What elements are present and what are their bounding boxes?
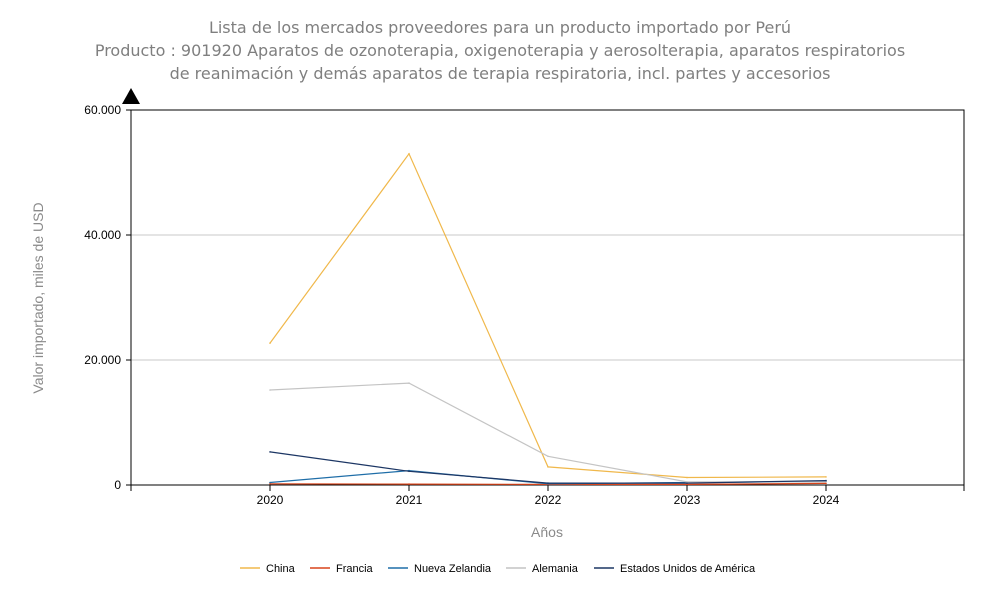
- data-point-alemania: [547, 455, 549, 458]
- axes: 0 20.000 40.000 60.000 2020 2021 2022 2023 2024: [84, 88, 965, 507]
- chart-title: Lista de los mercados proveedores para u…: [0, 16, 1000, 85]
- data-point-china: [547, 466, 549, 468]
- grid-lines: [131, 234, 964, 361]
- data-point-china: [825, 476, 827, 478]
- data-point-estados-unidos-de-america: [408, 470, 410, 473]
- plot-area: [130, 109, 965, 486]
- legend-label-alemania: Alemania: [532, 563, 579, 575]
- series-line-china: [269, 152, 827, 479]
- data-point-francia: [686, 483, 688, 486]
- legend-label-francia: Francia: [336, 563, 374, 575]
- x-tick-label: 2021: [396, 493, 423, 507]
- data-point-francia: [269, 483, 271, 485]
- x-axis-title: Años: [531, 524, 563, 540]
- y-axis-title: Valor importado, miles de USD: [30, 202, 46, 393]
- y-axis-arrow: [122, 88, 140, 104]
- data-point-nueva-zelandia: [269, 481, 271, 484]
- data-point-china: [408, 153, 410, 155]
- legend-label-china: China: [266, 563, 296, 575]
- x-tick-label: 2022: [535, 493, 562, 507]
- data-point-alemania: [408, 382, 410, 384]
- data-point-china: [269, 342, 271, 344]
- chart-title-line-1: Lista de los mercados proveedores para u…: [208, 18, 792, 37]
- data-point-estados-unidos-de-america: [269, 451, 271, 453]
- x-tick-label: 2020: [257, 493, 284, 507]
- y-tick-label: 0: [114, 478, 121, 492]
- x-tick-label: 2023: [674, 493, 701, 507]
- chart-title-line-3: de reanimación y demás aparatos de terap…: [169, 64, 831, 83]
- data-point-estados-unidos-de-america: [547, 482, 549, 484]
- data-point-estados-unidos-de-america: [686, 482, 688, 484]
- legend-label-estados-unidos-de-america: Estados Unidos de América: [620, 563, 756, 575]
- x-tick-label: 2024: [813, 493, 840, 507]
- chart-title-line-2: Producto : 901920 Aparatos de ozonoterap…: [94, 41, 906, 60]
- data-point-estados-unidos-de-america: [825, 479, 827, 482]
- y-tick-label: 40.000: [84, 228, 121, 242]
- data-point-francia: [825, 482, 827, 485]
- data-point-alemania: [825, 481, 827, 483]
- series-lines: [269, 152, 827, 486]
- data-point-alemania: [686, 481, 688, 483]
- y-tick-label: 20.000: [84, 353, 121, 367]
- data-point-alemania: [269, 389, 271, 391]
- data-point-francia: [408, 483, 410, 485]
- data-point-china: [686, 476, 688, 479]
- legend-label-nueva-zelandia: Nueva Zelandia: [414, 563, 492, 575]
- y-tick-label: 60.000: [84, 103, 121, 117]
- legend: China Francia Nueva Zelandia Alemania Estado…: [240, 563, 756, 575]
